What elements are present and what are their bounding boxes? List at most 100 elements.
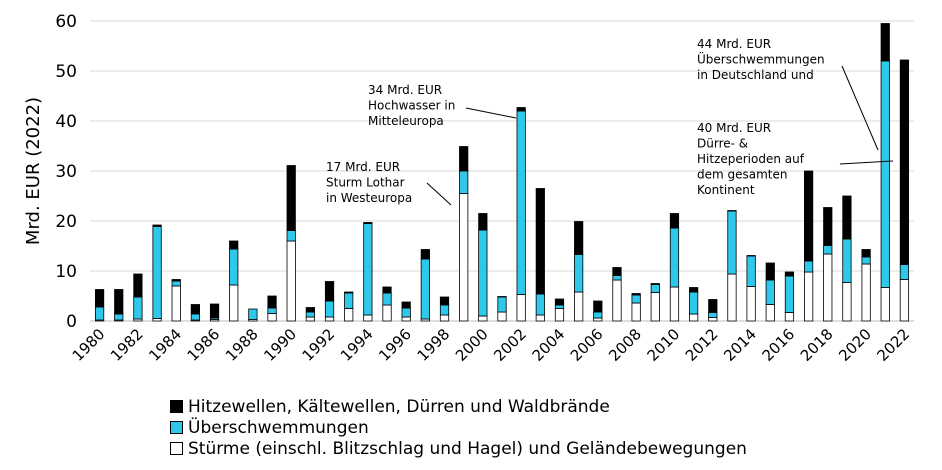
bar-segment (152, 226, 162, 319)
x-tick-label: 2016 (759, 325, 799, 365)
annotation-text: Hochwasser in (368, 99, 455, 113)
annotation-text: Hitzeperioden auf (697, 152, 805, 166)
bar-segment (248, 308, 258, 320)
bar-segment (650, 284, 660, 293)
bar-segment (344, 291, 354, 294)
bar-segment (689, 287, 699, 293)
bar-segment (229, 240, 239, 250)
bar-segment (229, 284, 239, 322)
legend-item-floods: Überschwemmungen (170, 417, 747, 438)
x-tick-label: 2000 (452, 325, 492, 365)
bar-segment (804, 260, 814, 273)
y-tick-label: 50 (55, 62, 77, 82)
bar-segment (804, 271, 814, 322)
annotation-text: dem gesamten (697, 168, 788, 182)
bar-segment (324, 300, 335, 318)
annotation-text: 44 Mrd. EUR (697, 37, 771, 51)
bar-segment (478, 315, 488, 322)
bar-segment (669, 286, 680, 322)
bar-segment (535, 293, 545, 316)
bar-segment (823, 253, 833, 322)
bar-segment (593, 300, 603, 313)
bar-segment (94, 306, 105, 321)
legend-item-heat: Hitzewellen, Kältewellen, Dürren und Wal… (170, 396, 747, 417)
bar-segment (114, 313, 124, 321)
bar-segment (286, 230, 296, 242)
bar-segment (133, 273, 143, 298)
x-tick-label: 2004 (529, 325, 569, 365)
legend-swatch-floods (170, 421, 183, 434)
legend-label-storms: Stürme (einschl. Blitzschlag und Hagel) … (188, 438, 747, 459)
bar-segment (669, 213, 680, 229)
bar-segment (727, 273, 737, 322)
bar-segment (363, 314, 373, 322)
bar-segment (152, 224, 162, 227)
annotation-text: in Deutschland und (697, 68, 814, 82)
bar-segment (784, 271, 795, 277)
bar-segment (286, 165, 296, 231)
bar-segment (708, 317, 718, 322)
bar-segment (612, 267, 622, 276)
bar-segment (382, 292, 392, 306)
bar-segment (459, 170, 469, 194)
x-tick-label: 2014 (720, 325, 760, 365)
bar-segment (190, 304, 200, 315)
y-tick-label: 0 (66, 312, 77, 332)
bar-segment (574, 254, 584, 293)
bar-segment (612, 279, 622, 322)
bar-segment (401, 307, 411, 318)
x-tick-label: 1994 (337, 325, 377, 365)
bar-segment (497, 296, 507, 313)
bar-segment (842, 195, 852, 240)
bar-segment (535, 188, 545, 295)
bar-segment (305, 316, 315, 322)
bar-segment (554, 308, 565, 322)
bar-segment (363, 222, 373, 224)
bar-segment (171, 285, 181, 322)
annotation-text: Mitteleuropa (368, 114, 444, 128)
bar-segment (478, 229, 488, 317)
annotation-leader-line (426, 182, 452, 206)
bar-segment (516, 107, 526, 112)
bar-segment (574, 221, 584, 255)
annotation-text: 34 Mrd. EUR (368, 83, 442, 97)
y-tick-label: 40 (55, 112, 77, 132)
bar-segment (229, 248, 239, 286)
bar-segment (765, 279, 775, 305)
bar-segment (324, 281, 335, 302)
bar-segment (593, 311, 603, 319)
bar-segment (420, 258, 430, 320)
x-tick-label: 2006 (567, 325, 607, 365)
bar-segment (133, 296, 143, 320)
bar-segment (190, 313, 200, 321)
bar-segment (842, 238, 852, 283)
annotation-leader-line (841, 65, 879, 151)
bar-segment (784, 275, 795, 313)
x-tick-label: 2008 (605, 325, 645, 365)
bar-segment (363, 223, 373, 316)
x-tick-label: 1990 (260, 325, 300, 365)
annotation-leader-line (839, 160, 894, 165)
bar-segment (554, 298, 565, 306)
bar-segment (631, 293, 641, 296)
bar-segment (344, 292, 354, 309)
annotation-text: Dürre- & (697, 137, 748, 151)
y-tick-label: 10 (55, 262, 77, 282)
bar-segment (439, 296, 450, 306)
bar-segment (708, 312, 718, 318)
y-tick-label: 30 (55, 162, 77, 182)
x-tick-label: 2002 (490, 325, 530, 365)
bar-segment (689, 291, 699, 315)
legend: Hitzewellen, Kältewellen, Dürren und Wal… (170, 396, 747, 459)
bar-segment (439, 314, 450, 322)
bar-segment (861, 249, 871, 258)
bar-segment (574, 291, 584, 322)
bar-segment (612, 275, 622, 281)
bar-segment (593, 317, 603, 322)
bar-segment (631, 294, 641, 304)
bar-segment (899, 59, 910, 265)
legend-label-floods: Überschwemmungen (188, 417, 369, 438)
bar-segment (880, 23, 890, 62)
x-tick-label: 2010 (644, 325, 684, 365)
